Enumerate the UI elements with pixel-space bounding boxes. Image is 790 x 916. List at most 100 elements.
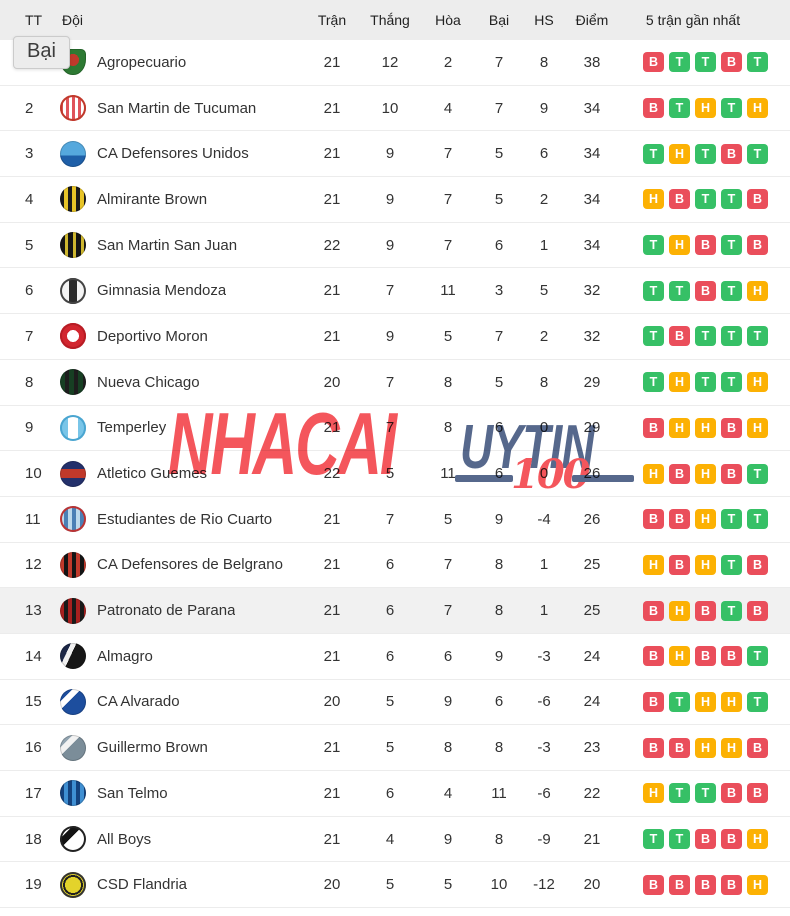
form-badge-win: T (669, 783, 690, 804)
team-name[interactable]: Agropecuario (97, 53, 187, 71)
team-cell[interactable]: San Telmo (60, 780, 304, 807)
drawn-cell: 2 (443, 53, 453, 71)
table-header-row: TT Đội Trận Thắng Hòa Bại HS Điểm 5 trận… (0, 0, 790, 40)
team-name[interactable]: San Telmo (97, 784, 168, 802)
team-name[interactable]: Nueva Chicago (97, 373, 200, 391)
team-cell[interactable]: San Martin de Tucuman (60, 95, 304, 122)
form-badge-loss: B (643, 874, 664, 895)
team-logo-icon (60, 734, 86, 761)
team-name[interactable]: All Boys (97, 830, 152, 848)
team-cell[interactable]: All Boys (60, 826, 304, 853)
header-form[interactable]: 5 trận gần nhất (645, 12, 741, 28)
header-drawn[interactable]: Hòa (435, 12, 461, 28)
form-badge-win: T (643, 235, 664, 256)
position-cell: 2 (25, 99, 34, 117)
played-cell: 21 (323, 556, 341, 574)
table-row[interactable]: 11 Estudiantes de Rio Cuarto 21 7 5 9 -4… (0, 496, 790, 543)
team-cell[interactable]: Guillermo Brown (60, 734, 304, 761)
header-goal-diff[interactable]: HS (534, 12, 554, 28)
team-cell[interactable]: CA Defensores de Belgrano (60, 551, 304, 578)
form-badge-win: T (721, 280, 742, 301)
team-cell[interactable]: Nueva Chicago (60, 369, 304, 396)
played-cell: 21 (323, 145, 341, 163)
lost-cell: 8 (494, 830, 504, 848)
form-badge-win: T (721, 98, 742, 119)
points-cell: 25 (583, 602, 601, 620)
team-cell[interactable]: Deportivo Moron (60, 323, 304, 350)
table-row[interactable]: 12 CA Defensores de Belgrano 21 6 7 8 1 … (0, 542, 790, 589)
team-name[interactable]: Deportivo Moron (97, 327, 208, 345)
team-cell[interactable]: Atletico Guemes (60, 460, 304, 487)
team-cell[interactable]: San Martin San Juan (60, 232, 304, 259)
played-cell: 22 (323, 465, 341, 483)
team-name[interactable]: Almagro (97, 647, 153, 665)
header-points[interactable]: Điểm (575, 12, 609, 28)
team-cell[interactable]: Temperley (60, 414, 304, 441)
drawn-cell: 4 (443, 784, 453, 802)
team-name[interactable]: CA Defensores de Belgrano (97, 556, 283, 574)
form-badge-loss: B (721, 143, 742, 164)
team-cell[interactable]: Almagro (60, 643, 304, 670)
form-badge-draw: H (747, 98, 768, 119)
goal-diff-cell: -6 (537, 693, 551, 711)
team-cell[interactable]: Gimnasia Mendoza (60, 277, 304, 304)
header-played[interactable]: Trận (317, 12, 347, 28)
team-cell[interactable]: Patronato de Parana (60, 597, 304, 624)
team-name[interactable]: CA Defensores Unidos (97, 145, 249, 163)
team-name[interactable]: Almirante Brown (97, 190, 208, 208)
team-cell[interactable]: Estudiantes de Rio Cuarto (60, 506, 304, 533)
form-badge-loss: B (669, 874, 690, 895)
team-name[interactable]: San Martin de Tucuman (97, 99, 257, 117)
team-name[interactable]: Temperley (97, 419, 167, 437)
form-badge-loss: B (721, 52, 742, 73)
form-badge-win: T (747, 646, 768, 667)
header-won[interactable]: Thắng (370, 12, 410, 28)
form-badge-draw: H (747, 372, 768, 393)
position-cell: 4 (25, 190, 34, 208)
team-cell[interactable]: Agropecuario (60, 49, 304, 76)
table-row[interactable]: 2 San Martin de Tucuman 21 10 4 7 9 34 B… (0, 85, 790, 132)
points-cell: 34 (583, 236, 601, 254)
team-name[interactable]: San Martin San Juan (97, 236, 238, 254)
team-name[interactable]: Guillermo Brown (97, 739, 208, 757)
team-name[interactable]: Patronato de Parana (97, 602, 236, 620)
header-team[interactable]: Đội (62, 12, 84, 28)
team-cell[interactable]: CSD Flandria (60, 871, 304, 898)
team-cell[interactable]: CA Defensores Unidos (60, 140, 304, 167)
team-name[interactable]: CA Alvarado (97, 693, 180, 711)
goal-diff-cell: 8 (539, 373, 549, 391)
played-cell: 21 (323, 510, 341, 528)
team-name[interactable]: Atletico Guemes (97, 465, 208, 483)
played-cell: 21 (323, 647, 341, 665)
header-position[interactable]: TT (25, 12, 43, 28)
team-cell[interactable]: CA Alvarado (60, 688, 304, 715)
goal-diff-cell: 9 (539, 99, 549, 117)
team-name[interactable]: Estudiantes de Rio Cuarto (97, 510, 273, 528)
team-cell[interactable]: Almirante Brown (60, 186, 304, 213)
played-cell: 21 (323, 602, 341, 620)
header-lost[interactable]: Bại (488, 12, 510, 28)
drawn-cell: 11 (440, 282, 456, 300)
form-badge-win: T (721, 326, 742, 347)
team-name[interactable]: Gimnasia Mendoza (97, 282, 227, 300)
team-name[interactable]: CSD Flandria (97, 876, 188, 894)
form-badge-win: T (721, 189, 742, 210)
